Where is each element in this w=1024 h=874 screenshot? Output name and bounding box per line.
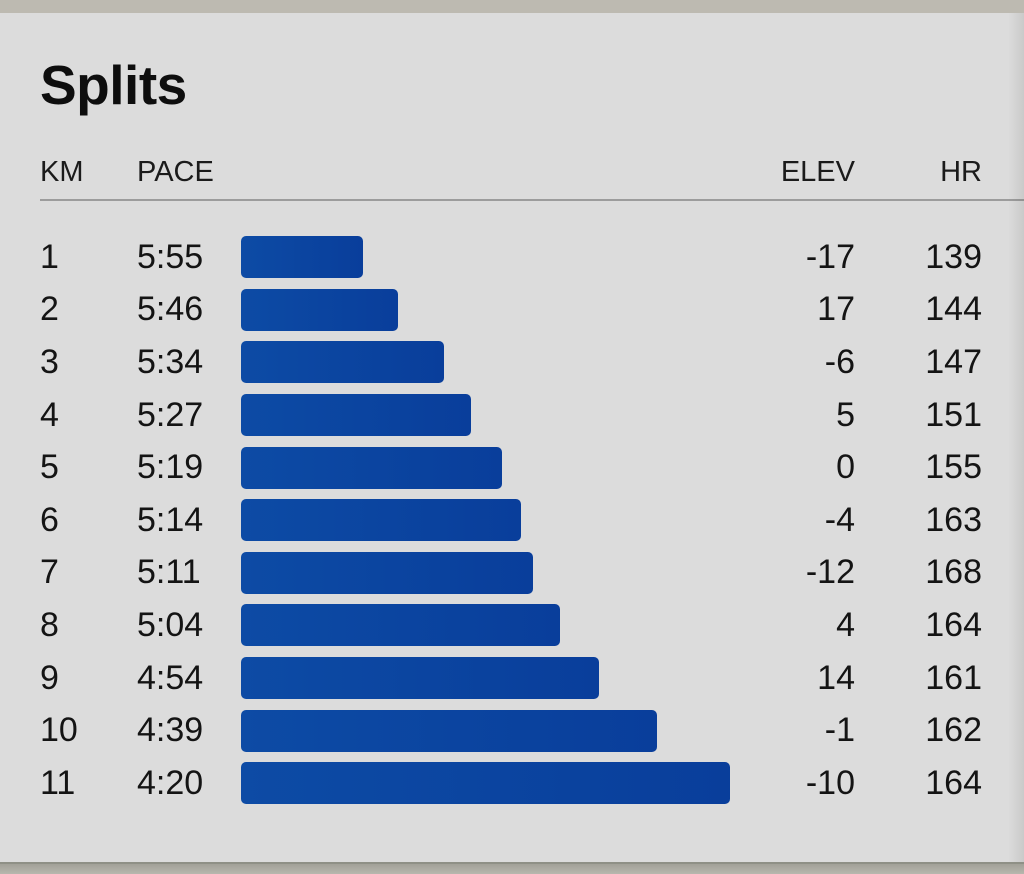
elev-cell: -1 — [824, 711, 855, 750]
hr-cell: 164 — [925, 605, 982, 644]
elev-cell: 14 — [817, 658, 855, 697]
table-row: 7 5:11 -12 168 — [0, 547, 1024, 600]
pace-cell: 5:34 — [137, 342, 204, 381]
hr-cell: 162 — [925, 711, 982, 750]
hr-cell: 168 — [925, 553, 982, 592]
elev-cell: -4 — [824, 500, 855, 539]
km-cell: 5 — [40, 448, 59, 487]
top-edge-strip — [0, 0, 1024, 14]
pace-bar-cell — [241, 236, 741, 279]
hr-cell: 155 — [925, 448, 982, 487]
elev-cell: -12 — [805, 553, 855, 592]
column-header-pace: PACE — [137, 156, 214, 188]
pace-bar — [241, 657, 599, 700]
pace-bar — [241, 604, 560, 647]
km-cell: 4 — [40, 395, 59, 434]
pace-cell: 5:14 — [137, 500, 204, 539]
table-row: 10 4:39 -1 162 — [0, 704, 1024, 757]
km-cell: 9 — [40, 658, 59, 697]
table-header-row: KM PACE ELEV HR — [0, 156, 1024, 188]
elev-cell: -10 — [805, 763, 855, 802]
elev-cell: 5 — [836, 395, 855, 434]
page-title: Splits — [40, 54, 187, 116]
elev-cell: 4 — [836, 605, 855, 644]
pace-bar — [241, 288, 398, 331]
km-cell: 7 — [40, 553, 59, 592]
elev-cell: 0 — [836, 448, 855, 487]
pace-bar-cell — [241, 446, 741, 489]
km-cell: 1 — [40, 237, 59, 276]
pace-bar — [241, 394, 471, 437]
pace-cell: 5:19 — [137, 448, 204, 487]
pace-bar — [241, 446, 502, 489]
km-cell: 6 — [40, 500, 59, 539]
header-divider — [40, 199, 1024, 201]
pace-cell: 5:55 — [137, 237, 204, 276]
pace-bar-cell — [241, 394, 741, 437]
elev-cell: -6 — [824, 342, 855, 381]
pace-bar-cell — [241, 288, 741, 331]
table-row: 5 5:19 0 155 — [0, 441, 1024, 494]
hr-cell: 161 — [925, 658, 982, 697]
pace-cell: 5:04 — [137, 605, 204, 644]
splits-card: Splits KM PACE ELEV HR 1 5:55 -17 139 2 … — [0, 13, 1024, 862]
pace-bar-cell — [241, 657, 741, 700]
pace-bar-cell — [241, 604, 741, 647]
km-cell: 3 — [40, 342, 59, 381]
pace-bar — [241, 762, 730, 805]
table-row: 3 5:34 -6 147 — [0, 336, 1024, 389]
pace-bar — [241, 551, 533, 594]
column-header-km: KM — [40, 156, 84, 188]
table-row: 1 5:55 -17 139 — [0, 231, 1024, 284]
hr-cell: 139 — [925, 237, 982, 276]
hr-cell: 147 — [925, 342, 982, 381]
pace-bar — [241, 499, 521, 542]
km-cell: 11 — [40, 763, 76, 802]
pace-bar-cell — [241, 551, 741, 594]
table-row: 9 4:54 14 161 — [0, 652, 1024, 705]
pace-bar-cell — [241, 341, 741, 384]
table-row: 8 5:04 4 164 — [0, 599, 1024, 652]
table-row: 11 4:20 -10 164 — [0, 757, 1024, 810]
pace-bar — [241, 236, 363, 279]
hr-cell: 151 — [925, 395, 982, 434]
pace-cell: 5:27 — [137, 395, 204, 434]
column-header-hr: HR — [940, 156, 982, 188]
pace-cell: 4:20 — [137, 763, 204, 802]
hr-cell: 163 — [925, 500, 982, 539]
table-row: 6 5:14 -4 163 — [0, 494, 1024, 547]
elev-cell: -17 — [805, 237, 855, 276]
pace-cell: 5:46 — [137, 290, 204, 329]
column-header-elev: ELEV — [780, 156, 855, 188]
pace-bar-cell — [241, 762, 741, 805]
km-cell: 8 — [40, 605, 59, 644]
pace-bar-cell — [241, 499, 741, 542]
table-row: 2 5:46 17 144 — [0, 284, 1024, 337]
pace-bar — [241, 341, 444, 384]
table-row: 4 5:27 5 151 — [0, 389, 1024, 442]
pace-cell: 4:54 — [137, 658, 204, 697]
hr-cell: 144 — [925, 290, 982, 329]
pace-bar — [241, 709, 657, 752]
pace-cell: 4:39 — [137, 711, 204, 750]
splits-table: 1 5:55 -17 139 2 5:46 17 144 3 5:34 -6 1… — [0, 231, 1024, 810]
km-cell: 10 — [40, 711, 78, 750]
bottom-edge-strip — [0, 862, 1024, 874]
pace-cell: 5:11 — [137, 553, 201, 592]
km-cell: 2 — [40, 290, 59, 329]
elev-cell: 17 — [817, 290, 855, 329]
pace-bar-cell — [241, 709, 741, 752]
hr-cell: 164 — [925, 763, 982, 802]
